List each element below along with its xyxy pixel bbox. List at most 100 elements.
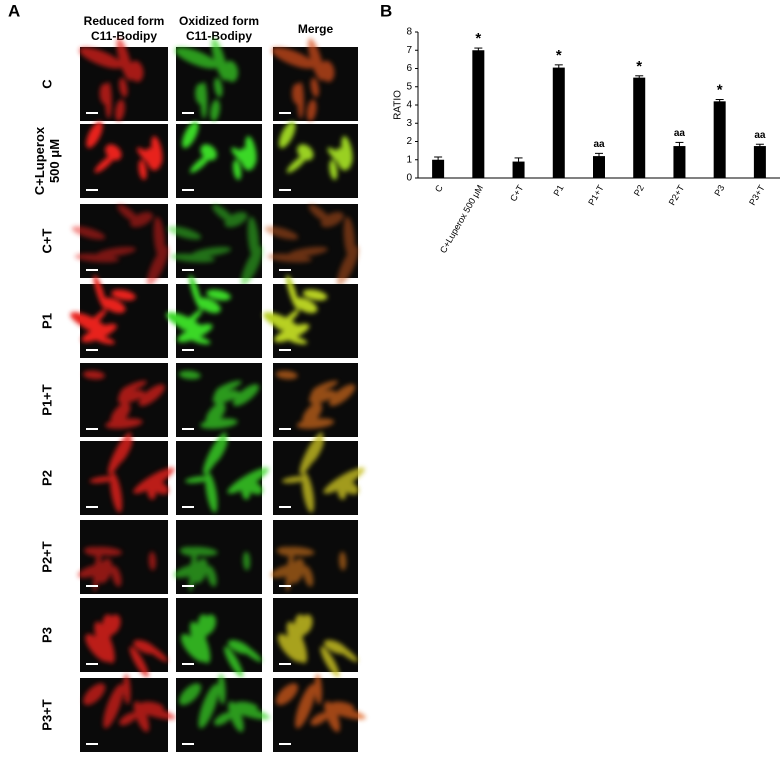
micrograph xyxy=(273,598,358,678)
cell xyxy=(211,38,228,81)
cell xyxy=(296,418,335,429)
bar xyxy=(432,159,445,178)
cell xyxy=(267,253,312,263)
cell xyxy=(110,402,131,426)
cell xyxy=(200,144,217,161)
cell xyxy=(307,38,324,81)
cell xyxy=(129,60,144,82)
cells xyxy=(166,274,231,345)
cells xyxy=(174,38,239,122)
micrograph xyxy=(80,598,168,678)
x-tick-label: C+Luperox 500 μM xyxy=(438,183,485,255)
cell xyxy=(320,212,344,228)
cell xyxy=(303,565,314,587)
cell xyxy=(339,551,347,571)
cell xyxy=(106,614,121,635)
cell xyxy=(247,216,260,261)
cell xyxy=(85,633,111,662)
cell xyxy=(297,144,314,161)
micrograph xyxy=(273,673,366,752)
micrograph xyxy=(176,673,270,752)
micrograph xyxy=(264,204,359,286)
bar xyxy=(633,77,646,178)
row-label: C+Luperox xyxy=(32,126,47,195)
cell xyxy=(201,614,217,635)
cell xyxy=(223,60,239,82)
cell xyxy=(242,551,251,571)
micrograph xyxy=(273,432,365,515)
cells xyxy=(264,204,359,286)
cell xyxy=(111,565,122,587)
bar xyxy=(753,146,766,178)
image-background xyxy=(80,598,168,672)
bar xyxy=(472,50,485,178)
cell xyxy=(214,77,223,98)
cell xyxy=(110,472,123,513)
cell xyxy=(234,701,259,711)
cell xyxy=(123,673,131,705)
cell xyxy=(138,159,147,180)
cell xyxy=(286,154,308,173)
cell xyxy=(118,386,134,405)
cells xyxy=(83,673,176,733)
cells xyxy=(275,673,366,733)
micrograph xyxy=(77,520,168,594)
cells xyxy=(79,38,144,122)
panel-label: B xyxy=(380,1,392,20)
column-header: C11-Bodipy xyxy=(186,29,252,43)
cell xyxy=(306,99,317,122)
significance-label: * xyxy=(636,58,642,75)
cell xyxy=(277,309,300,331)
cell xyxy=(178,370,201,380)
cell xyxy=(205,402,226,426)
cell xyxy=(264,226,299,240)
cell xyxy=(79,47,123,69)
cell xyxy=(84,546,108,557)
cell xyxy=(329,384,356,407)
micrograph xyxy=(273,363,358,437)
cell xyxy=(301,472,315,513)
cell xyxy=(83,370,105,380)
cells xyxy=(89,432,175,513)
bar xyxy=(552,67,565,178)
cell xyxy=(224,212,248,228)
cell xyxy=(323,704,366,720)
cell xyxy=(275,683,299,706)
micrograph xyxy=(174,38,262,122)
significance-label: aa xyxy=(593,139,605,150)
row-label: C xyxy=(39,79,54,89)
cell xyxy=(148,551,157,571)
cell xyxy=(133,640,157,655)
cell xyxy=(298,614,313,635)
cells xyxy=(270,546,347,592)
cell xyxy=(310,712,329,726)
significance-label: * xyxy=(717,81,723,98)
cells xyxy=(185,432,269,513)
error-bar xyxy=(715,99,724,104)
image-background xyxy=(176,598,262,672)
cell xyxy=(291,83,303,105)
cell xyxy=(276,546,300,557)
cell xyxy=(214,712,232,726)
cell xyxy=(314,673,322,705)
x-tick-label: P3+T xyxy=(747,183,767,207)
error-bar xyxy=(514,157,523,166)
cell xyxy=(180,309,203,331)
cells xyxy=(71,204,169,286)
cell xyxy=(224,646,244,678)
cell xyxy=(329,159,338,180)
cell xyxy=(210,99,221,122)
micrograph xyxy=(80,432,175,515)
y-axis-label: RATIO xyxy=(393,90,404,120)
cells xyxy=(167,204,263,286)
x-tick-label: P2 xyxy=(632,183,646,198)
cell xyxy=(93,548,102,592)
cell xyxy=(302,289,328,301)
cells xyxy=(83,370,165,429)
cell xyxy=(133,704,176,720)
cell xyxy=(174,47,218,69)
cell xyxy=(218,673,226,705)
cell xyxy=(111,289,136,301)
cell xyxy=(94,336,115,345)
cell xyxy=(271,47,315,69)
